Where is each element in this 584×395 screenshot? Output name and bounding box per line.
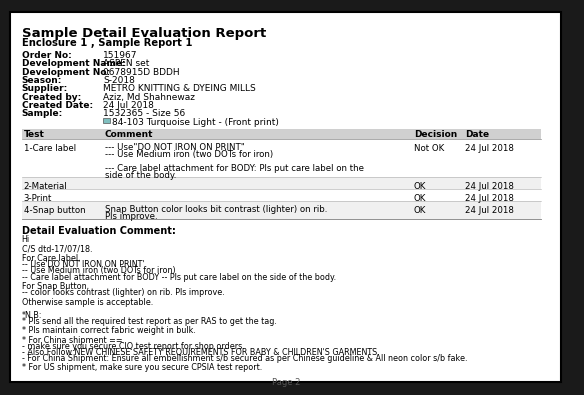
Text: - make sure you secure CIQ test report for shop orders.: - make sure you secure CIQ test report f… [22,342,244,351]
Text: C/S dtd-17/07/18.: C/S dtd-17/07/18. [22,245,92,254]
Text: For Care label,: For Care label, [22,254,80,263]
Text: OK: OK [414,182,426,191]
Text: * For US shipment, make sure you secure CPSIA test report.: * For US shipment, make sure you secure … [22,363,262,372]
Text: 24 Jul 2018: 24 Jul 2018 [465,206,514,215]
Bar [22,177,541,189]
Text: * Pls maintain correct fabric weight in bulk.: * Pls maintain correct fabric weight in … [22,326,196,335]
Text: side of the body.: side of the body. [105,171,176,180]
Text: Development Name:: Development Name: [22,59,125,68]
Text: Aziz, Md Shahnewaz: Aziz, Md Shahnewaz [103,92,195,102]
Text: 1-Care label: 1-Care label [23,144,76,153]
Text: * For China shipment ==: * For China shipment == [22,336,122,345]
Text: Season:: Season: [22,76,62,85]
Text: OK: OK [414,206,426,215]
Text: -- Use Medium iron (two DOTs for iron): -- Use Medium iron (two DOTs for iron) [22,267,175,275]
Bar [22,129,541,139]
Text: --- Care label attachment for BODY: Pls put care label on the: --- Care label attachment for BODY: Pls … [105,164,364,173]
Text: Snap Button color looks bit contrast (lighter) on rib.: Snap Button color looks bit contrast (li… [105,205,327,214]
Text: Order No:: Order No: [22,51,71,60]
Text: 4-Snap button: 4-Snap button [23,206,85,215]
Text: ASPEN set: ASPEN set [103,59,150,68]
Text: Development No:: Development No: [22,68,110,77]
Text: Decision: Decision [414,130,457,139]
Text: Comment: Comment [105,130,154,139]
FancyBboxPatch shape [10,12,561,382]
Text: *N.B:: *N.B: [22,310,42,320]
Text: 24 Jul 2018: 24 Jul 2018 [465,182,514,191]
Text: 24 Jul 2018: 24 Jul 2018 [103,101,154,110]
Text: 3-Print: 3-Print [23,194,52,203]
Text: * Pls send all the required test report as per RAS to get the tag.: * Pls send all the required test report … [22,317,276,325]
Text: S-2018: S-2018 [103,76,135,85]
Text: Pls improve.: Pls improve. [105,212,158,221]
Text: 0678915D BDDH: 0678915D BDDH [103,68,180,77]
Text: Hi: Hi [22,235,30,244]
Text: 1532365 - Size 56: 1532365 - Size 56 [103,109,185,118]
Text: Test: Test [23,130,44,139]
Text: 24 Jul 2018: 24 Jul 2018 [465,194,514,203]
Text: -- Use'DO NOT IRON ON PRINT': -- Use'DO NOT IRON ON PRINT' [22,260,144,269]
Text: -- Care label attachment for BODY -- Pls put care label on the side of the body.: -- Care label attachment for BODY -- Pls… [22,273,336,282]
Text: Created Date:: Created Date: [22,101,93,110]
Text: METRO KNITTING & DYEING MILLS: METRO KNITTING & DYEING MILLS [103,84,256,93]
Text: Sample Detail Evaluation Report: Sample Detail Evaluation Report [22,27,266,40]
Text: For Snap Button,: For Snap Button, [22,282,89,291]
Text: 151967: 151967 [103,51,137,60]
Text: --- Use"DO NOT IRON ON PRINT": --- Use"DO NOT IRON ON PRINT" [105,143,245,152]
Text: Sample:: Sample: [22,109,63,118]
Text: OK: OK [414,194,426,203]
Text: --- Use Medium iron (two DOTs for iron): --- Use Medium iron (two DOTs for iron) [105,150,273,159]
Text: 24 Jul 2018: 24 Jul 2018 [465,144,514,153]
Bar [103,118,110,123]
Bar [22,189,541,201]
Text: 84-103 Turquoise Light - (Front print): 84-103 Turquoise Light - (Front print) [112,118,279,126]
Text: - For China Shipment: Ensure all embellishment s/b secured as per Chinese guidel: - For China Shipment: Ensure all embelli… [22,354,467,363]
Text: Not OK: Not OK [414,144,444,153]
Text: Date: Date [465,130,489,139]
Text: - Also Follow NEW CHINESE SAFETY REQUIREMENTS FOR BABY & CHILDREN'S GARMENTS.: - Also Follow NEW CHINESE SAFETY REQUIRE… [22,348,380,357]
Text: Page 2: Page 2 [272,378,301,387]
Text: 2-Material: 2-Material [23,182,67,191]
Text: Detail Evaluation Comment:: Detail Evaluation Comment: [22,226,175,237]
Bar [22,201,541,218]
Text: Supplier:: Supplier: [22,84,68,93]
Text: -- color looks contrast (lighter) on rib. Pls improve.: -- color looks contrast (lighter) on rib… [22,288,224,297]
Text: Created by:: Created by: [22,92,81,102]
Text: Enclosure 1 , Sample Report 1: Enclosure 1 , Sample Report 1 [22,38,192,48]
Text: Otherwise sample is acceptable.: Otherwise sample is acceptable. [22,297,153,307]
